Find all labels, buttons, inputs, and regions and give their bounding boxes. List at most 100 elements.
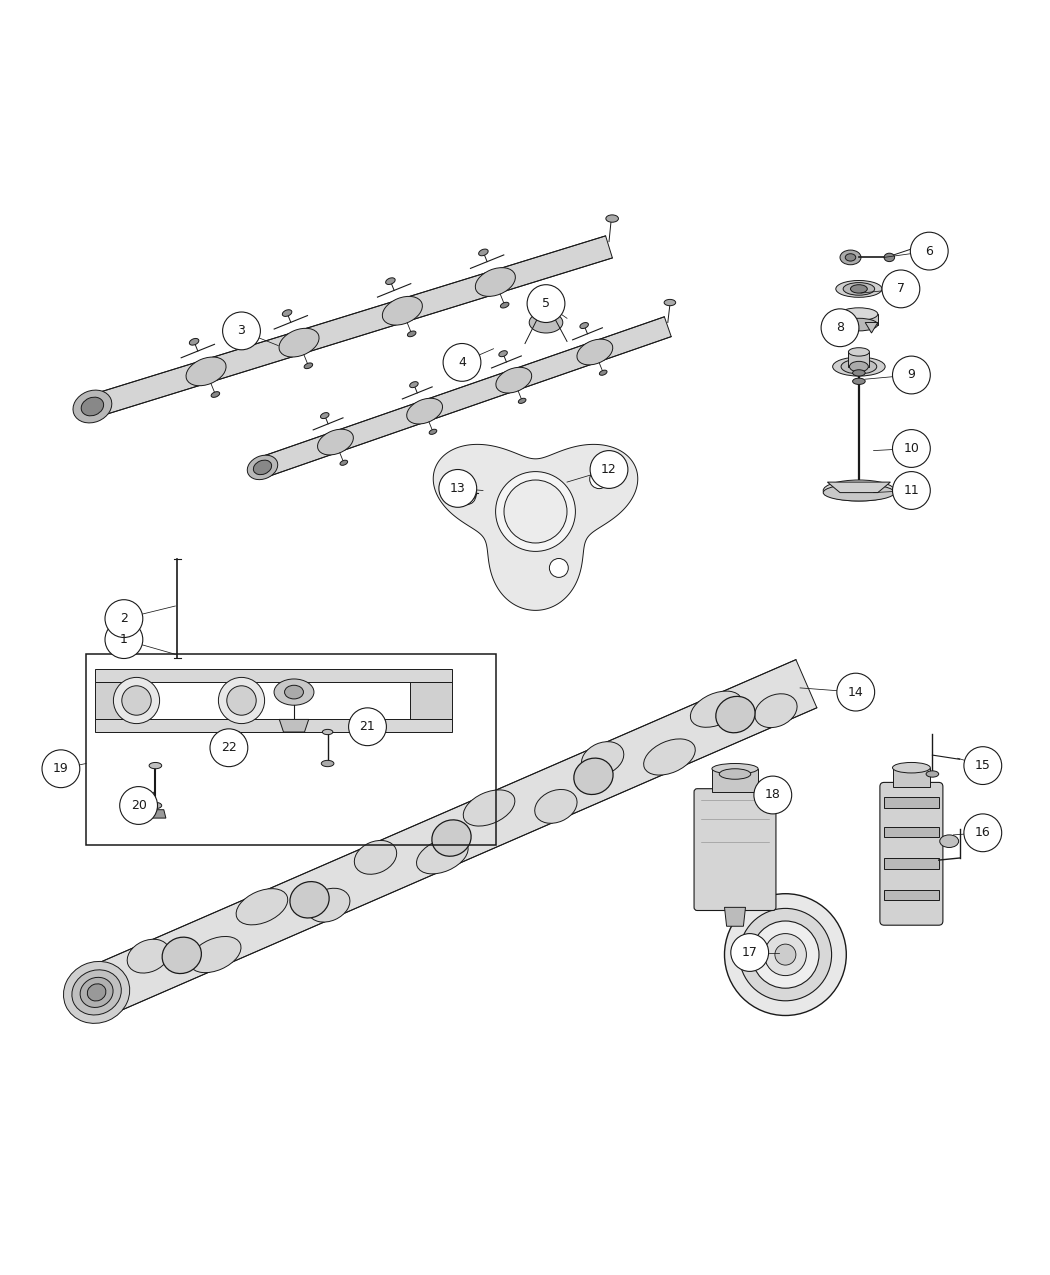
FancyBboxPatch shape: [694, 789, 776, 910]
Ellipse shape: [189, 338, 198, 346]
Circle shape: [821, 309, 859, 347]
Bar: [86, 654, 496, 845]
Ellipse shape: [74, 390, 111, 423]
Polygon shape: [434, 445, 637, 611]
Circle shape: [590, 450, 628, 488]
Ellipse shape: [290, 881, 329, 918]
Ellipse shape: [644, 740, 695, 775]
Ellipse shape: [149, 762, 162, 769]
Ellipse shape: [534, 789, 578, 824]
Ellipse shape: [755, 694, 797, 728]
Ellipse shape: [499, 351, 507, 357]
Ellipse shape: [576, 339, 613, 365]
Text: 9: 9: [907, 368, 916, 381]
Text: 2: 2: [120, 612, 128, 625]
Ellipse shape: [840, 319, 878, 332]
Circle shape: [764, 933, 806, 975]
Text: 4: 4: [458, 356, 466, 368]
Polygon shape: [94, 682, 136, 719]
Ellipse shape: [840, 250, 861, 265]
Ellipse shape: [80, 978, 113, 1007]
Ellipse shape: [211, 391, 219, 398]
Ellipse shape: [81, 397, 104, 416]
Circle shape: [223, 312, 260, 349]
Ellipse shape: [186, 357, 226, 386]
Polygon shape: [86, 659, 817, 1016]
Ellipse shape: [274, 680, 314, 705]
Ellipse shape: [582, 742, 624, 775]
Ellipse shape: [845, 254, 856, 261]
Text: 17: 17: [741, 946, 758, 959]
Text: 11: 11: [903, 484, 920, 497]
Ellipse shape: [340, 460, 348, 465]
Ellipse shape: [63, 961, 130, 1024]
Circle shape: [42, 750, 80, 788]
Ellipse shape: [884, 254, 895, 261]
Ellipse shape: [285, 685, 303, 699]
Circle shape: [504, 479, 567, 543]
Circle shape: [105, 621, 143, 658]
Ellipse shape: [823, 479, 895, 501]
Circle shape: [964, 747, 1002, 784]
Ellipse shape: [429, 430, 437, 435]
Ellipse shape: [853, 379, 865, 385]
Circle shape: [754, 776, 792, 813]
Ellipse shape: [236, 889, 288, 924]
Circle shape: [439, 469, 477, 507]
Ellipse shape: [892, 762, 930, 773]
Circle shape: [882, 270, 920, 307]
Ellipse shape: [853, 370, 865, 376]
Ellipse shape: [382, 296, 422, 325]
Ellipse shape: [476, 268, 516, 296]
Ellipse shape: [529, 312, 563, 333]
Polygon shape: [884, 826, 939, 836]
Ellipse shape: [71, 970, 122, 1015]
Polygon shape: [279, 719, 309, 732]
Ellipse shape: [407, 332, 416, 337]
Ellipse shape: [253, 460, 272, 474]
Ellipse shape: [840, 307, 878, 320]
FancyBboxPatch shape: [880, 783, 943, 926]
Text: 16: 16: [975, 826, 991, 839]
Ellipse shape: [308, 889, 350, 922]
Circle shape: [105, 599, 143, 638]
Ellipse shape: [247, 455, 278, 479]
Ellipse shape: [354, 840, 397, 875]
Ellipse shape: [162, 937, 202, 974]
Circle shape: [527, 284, 565, 323]
Ellipse shape: [189, 936, 242, 973]
Text: 1: 1: [120, 634, 128, 646]
Ellipse shape: [317, 430, 354, 455]
Text: 20: 20: [130, 799, 147, 812]
Ellipse shape: [519, 398, 526, 403]
Text: 12: 12: [601, 463, 617, 476]
Ellipse shape: [833, 357, 885, 376]
Circle shape: [739, 908, 832, 1001]
Circle shape: [724, 894, 846, 1015]
Ellipse shape: [600, 370, 607, 375]
Ellipse shape: [580, 323, 588, 329]
Ellipse shape: [606, 215, 618, 222]
Ellipse shape: [843, 283, 875, 296]
Circle shape: [752, 921, 819, 988]
Circle shape: [731, 933, 769, 972]
Circle shape: [496, 472, 575, 551]
Ellipse shape: [712, 764, 758, 774]
Ellipse shape: [574, 759, 613, 794]
Ellipse shape: [823, 484, 895, 501]
Circle shape: [218, 677, 265, 724]
Ellipse shape: [127, 940, 169, 973]
Ellipse shape: [406, 398, 442, 425]
Polygon shape: [145, 810, 166, 819]
Ellipse shape: [850, 284, 867, 293]
Text: 15: 15: [974, 759, 991, 773]
Polygon shape: [884, 890, 939, 900]
Circle shape: [122, 686, 151, 715]
Ellipse shape: [836, 280, 882, 297]
Ellipse shape: [321, 760, 334, 766]
Polygon shape: [712, 769, 758, 792]
Text: 18: 18: [764, 788, 781, 802]
Text: 19: 19: [52, 762, 69, 775]
Ellipse shape: [410, 381, 418, 388]
Polygon shape: [840, 323, 853, 333]
